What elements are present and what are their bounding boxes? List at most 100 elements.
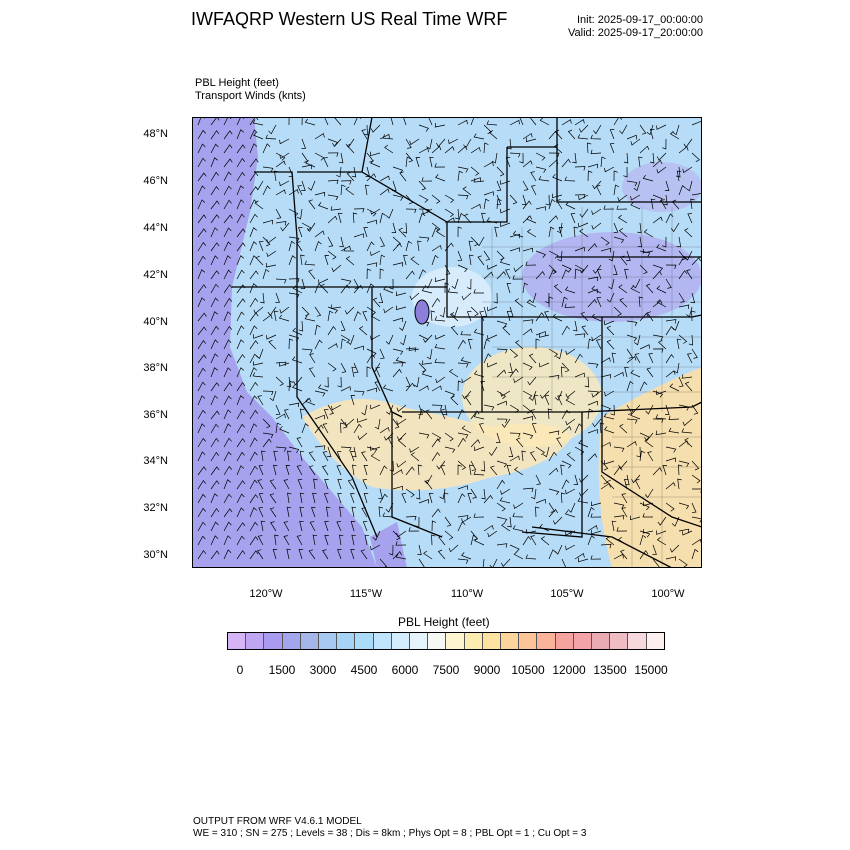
wind-barb [363,465,369,476]
wind-barb [678,270,688,280]
wind-barb [340,446,352,452]
wind-barb [608,278,615,290]
wind-barb [626,180,638,187]
wind-barb [410,256,420,266]
wind-barb [513,376,524,384]
wind-barb [565,390,576,398]
wind-barb [496,194,502,205]
wind-barb [337,549,342,560]
wind-barb [197,535,206,546]
wind-barb [526,228,537,238]
wind-barb [531,423,537,434]
wind-barb [624,366,629,378]
wind-barb [606,325,615,336]
wind-barb [378,292,384,303]
wind-barb [223,423,232,434]
wind-barb [521,450,526,462]
wind-barb [252,119,264,126]
wind-barb [613,170,618,182]
wind-barb [483,338,491,350]
wind-barb [542,446,550,458]
wind-barb [604,320,615,326]
wind-barb [379,493,388,504]
wind-barb [600,474,608,485]
wind-barb [613,117,623,126]
wind-barb [665,446,677,453]
wind-barb [688,334,693,346]
wind-barb [405,466,415,476]
wind-barb [256,549,264,560]
wind-barb [260,520,266,532]
wind-barb [424,474,433,485]
wind-barb [578,557,589,563]
wind-barb [418,147,429,154]
wind-barb [652,264,664,272]
wind-barb [587,362,599,369]
wind-barb [567,129,576,140]
wind-barb [522,390,533,399]
wind-barb [691,502,697,513]
wind-barb [591,501,602,507]
wind-barb [508,362,513,374]
wind-barb [300,254,305,266]
wind-barb [306,222,316,232]
wind-barb [392,317,403,323]
wind-barb [249,381,259,392]
wind-barb [467,493,473,504]
plot-title: IWFAQRP Western US Real Time WRF [191,9,508,29]
wind-barb [370,404,381,410]
wind-barb [466,278,472,290]
wind-barb [574,333,586,338]
wind-barb [223,199,232,210]
wind-barb [389,460,394,472]
wind-barb [468,240,474,252]
wind-barb [327,215,338,224]
wind-barb [299,520,304,532]
wind-barb [249,312,259,322]
wind-barb [646,311,654,322]
wind-barb [506,311,512,322]
wind-barb [327,152,339,157]
wind-barb [564,176,576,182]
wind-barb [595,339,602,350]
wind-barb [323,493,329,504]
wind-barb [350,549,355,560]
wind-barb [500,390,511,397]
wind-barb [613,264,618,275]
wind-barb [323,409,329,420]
wind-barb [486,120,498,126]
wind-barb [249,227,257,238]
lon-label-120: 120°W [249,588,283,600]
wind-barb [591,285,602,294]
wind-barb [210,367,218,378]
wind-barb [489,558,498,568]
wind-barb [405,138,412,149]
wind-barb [573,474,579,485]
wind-barb [574,553,585,560]
wind-barb [435,228,446,238]
colorbar-cell [519,633,538,649]
wind-barb [630,515,641,521]
wind-barb [444,492,449,504]
wind-barb [372,530,381,541]
wind-barb [538,333,550,338]
wind-barb [288,255,296,266]
wind-barb [678,146,689,154]
wind-barb [603,413,615,420]
wind-barb [418,408,426,420]
wind-barb [360,549,368,560]
wind-barb [258,507,264,518]
wind-barb [548,549,557,560]
wind-barb [327,404,334,415]
wind-barb [509,152,521,158]
wind-barb [578,488,589,497]
wind-barb [435,174,446,182]
wind-barb [618,284,628,294]
wind-barb [236,185,245,196]
wind-barb [298,549,304,560]
wind-barb [479,311,485,322]
wind-barb [210,521,219,532]
wind-barb [618,460,628,470]
wind-barb [444,516,452,527]
wind-barb [513,264,524,273]
